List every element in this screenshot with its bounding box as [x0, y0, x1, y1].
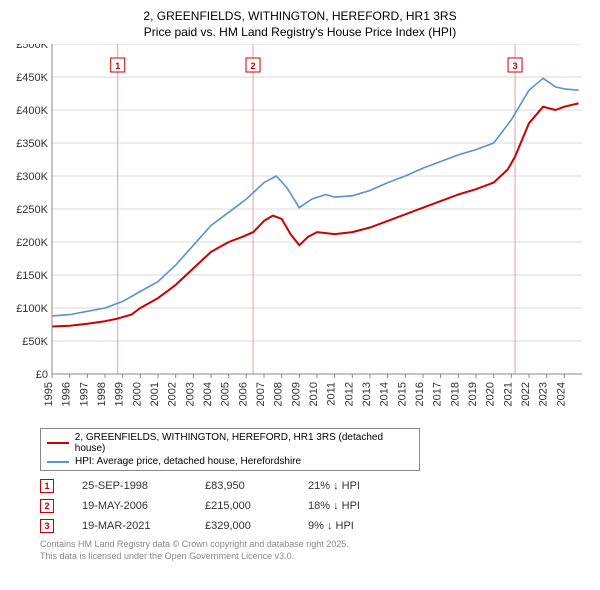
line-chart: £0 £50K £100K £150K £200K £250K £300K £350K £400…	[10, 44, 590, 424]
legend-swatch	[47, 442, 69, 444]
marker-price: £215,000	[205, 500, 280, 512]
svg-text:3: 3	[513, 61, 518, 71]
svg-text:£0: £0	[36, 369, 48, 381]
marker-row: 3 19-MAR-2021 £329,000 9% ↓ HPI	[40, 519, 590, 533]
svg-text:1998: 1998	[96, 382, 108, 406]
title-line-2: Price paid vs. HM Land Registry's House …	[10, 24, 590, 40]
legend: 2, GREENFIELDS, WITHINGTON, HEREFORD, HR…	[40, 428, 420, 471]
attribution-line-2: This data is licensed under the Open Gov…	[40, 551, 590, 563]
svg-text:2014: 2014	[379, 382, 391, 406]
svg-text:2016: 2016	[414, 382, 426, 406]
svg-text:2008: 2008	[273, 382, 285, 406]
legend-label: HPI: Average price, detached house, Here…	[75, 456, 301, 467]
svg-text:2000: 2000	[131, 382, 143, 406]
svg-text:2002: 2002	[167, 382, 179, 406]
legend-label: 2, GREENFIELDS, WITHINGTON, HEREFORD, HR…	[75, 432, 413, 454]
svg-text:£100K: £100K	[16, 303, 48, 315]
svg-text:£200K: £200K	[16, 237, 48, 249]
marker-badge: 1	[40, 479, 54, 493]
svg-text:1995: 1995	[43, 382, 55, 406]
svg-text:£250K: £250K	[16, 204, 48, 216]
svg-text:2024: 2024	[555, 382, 567, 406]
svg-text:2023: 2023	[538, 382, 550, 406]
legend-swatch	[47, 461, 69, 463]
chart-title: 2, GREENFIELDS, WITHINGTON, HEREFORD, HR…	[10, 8, 590, 40]
svg-text:2005: 2005	[220, 382, 232, 406]
svg-text:2: 2	[251, 61, 256, 71]
svg-text:£350K: £350K	[16, 138, 48, 150]
svg-text:2011: 2011	[326, 382, 338, 406]
marker-row: 2 19-MAY-2006 £215,000 18% ↓ HPI	[40, 499, 590, 513]
svg-text:2013: 2013	[361, 382, 373, 406]
svg-text:2021: 2021	[502, 382, 514, 406]
marker-table: 1 25-SEP-1998 £83,950 21% ↓ HPI 2 19-MAY-2006…	[40, 479, 590, 533]
marker-date: 25-SEP-1998	[82, 480, 177, 492]
svg-text:2003: 2003	[184, 382, 196, 406]
marker-date: 19-MAR-2021	[82, 520, 177, 532]
svg-text:1997: 1997	[78, 382, 90, 406]
attribution: Contains HM Land Registry data © Crown c…	[40, 539, 590, 562]
legend-row: 2, GREENFIELDS, WITHINGTON, HEREFORD, HR…	[47, 431, 413, 455]
svg-text:2001: 2001	[149, 382, 161, 406]
svg-text:2004: 2004	[202, 382, 214, 406]
svg-text:1996: 1996	[61, 382, 73, 406]
svg-text:£50K: £50K	[22, 336, 48, 348]
svg-text:2006: 2006	[237, 382, 249, 406]
marker-date: 19-MAY-2006	[82, 500, 177, 512]
svg-text:2009: 2009	[290, 382, 302, 406]
svg-text:2019: 2019	[467, 382, 479, 406]
svg-text:2012: 2012	[343, 382, 355, 406]
svg-text:£150K: £150K	[16, 270, 48, 282]
svg-text:£450K: £450K	[16, 72, 48, 84]
svg-text:2020: 2020	[485, 382, 497, 406]
svg-text:2022: 2022	[520, 382, 532, 406]
marker-badge: 2	[40, 499, 54, 513]
svg-text:2015: 2015	[396, 382, 408, 406]
svg-text:2018: 2018	[449, 382, 461, 406]
svg-text:2017: 2017	[432, 382, 444, 406]
svg-text:1: 1	[115, 61, 120, 71]
marker-delta: 21% ↓ HPI	[308, 480, 393, 492]
svg-text:1999: 1999	[114, 382, 126, 406]
marker-price: £83,950	[205, 480, 280, 492]
marker-delta: 18% ↓ HPI	[308, 500, 393, 512]
svg-text:2007: 2007	[255, 382, 267, 406]
marker-delta: 9% ↓ HPI	[308, 520, 393, 532]
marker-row: 1 25-SEP-1998 £83,950 21% ↓ HPI	[40, 479, 590, 493]
attribution-line-1: Contains HM Land Registry data © Crown c…	[40, 539, 590, 551]
marker-price: £329,000	[205, 520, 280, 532]
marker-badge: 3	[40, 519, 54, 533]
svg-text:£500K: £500K	[16, 44, 48, 51]
legend-row: HPI: Average price, detached house, Here…	[47, 455, 413, 468]
svg-text:2010: 2010	[308, 382, 320, 406]
chart-area: £0 £50K £100K £150K £200K £250K £300K £350K £400…	[10, 44, 590, 424]
svg-text:£300K: £300K	[16, 171, 48, 183]
svg-text:£400K: £400K	[16, 105, 48, 117]
title-line-1: 2, GREENFIELDS, WITHINGTON, HEREFORD, HR…	[10, 8, 590, 24]
